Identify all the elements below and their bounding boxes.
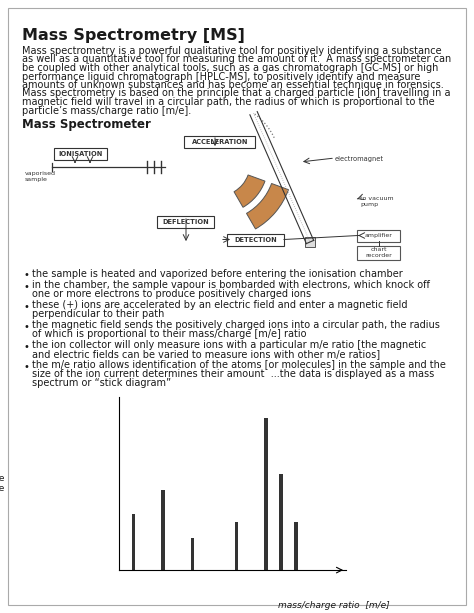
Text: these (+) ions are accelerated by an electric field and enter a magnetic field: these (+) ions are accelerated by an ele… — [32, 300, 408, 311]
Text: relative
abundance: relative abundance — [0, 474, 5, 493]
Text: Mass Spectrometry [MS]: Mass Spectrometry [MS] — [22, 28, 245, 43]
Bar — [294, 522, 298, 570]
Text: electromagnet: electromagnet — [335, 156, 384, 162]
Bar — [279, 474, 283, 570]
Text: •: • — [24, 302, 30, 311]
FancyBboxPatch shape — [184, 135, 255, 148]
Text: Mass spectrometry is based on the principle that a charged particle [ion] travel: Mass spectrometry is based on the princi… — [22, 88, 450, 99]
Text: •: • — [24, 270, 30, 280]
Text: •: • — [24, 281, 30, 292]
Wedge shape — [246, 183, 289, 229]
Text: particle’s mass/charge ratio [m/e].: particle’s mass/charge ratio [m/e]. — [22, 105, 191, 115]
Bar — [264, 418, 268, 570]
Text: •: • — [24, 341, 30, 351]
Text: in the chamber, the sample vapour is bombarded with electrons, which knock off: in the chamber, the sample vapour is bom… — [32, 281, 430, 291]
Text: the sample is heated and vaporized before entering the ionisation chamber: the sample is heated and vaporized befor… — [32, 269, 403, 279]
Text: spectrum or “stick diagram”: spectrum or “stick diagram” — [32, 378, 171, 387]
Text: performance liquid chromatograph [HPLC-MS], to positively identify and measure: performance liquid chromatograph [HPLC-M… — [22, 72, 420, 82]
Text: the ion collector will only measure ions with a particular m/e ratio [the magnet: the ion collector will only measure ions… — [32, 340, 426, 351]
Text: one or more electrons to produce positively charged ions: one or more electrons to produce positiv… — [32, 289, 311, 299]
Text: vaporised
sample: vaporised sample — [25, 171, 56, 182]
Text: the magnetic field sends the positively charged ions into a circular path, the r: the magnetic field sends the positively … — [32, 321, 440, 330]
FancyBboxPatch shape — [357, 229, 401, 242]
Text: chart
recorder: chart recorder — [365, 247, 392, 258]
Text: and electric fields can be varied to measure ions with other m/e ratios]: and electric fields can be varied to mea… — [32, 349, 380, 359]
Bar — [191, 538, 194, 570]
FancyBboxPatch shape — [357, 245, 401, 259]
Text: to vacuum
pump: to vacuum pump — [360, 196, 393, 207]
Wedge shape — [234, 175, 265, 207]
Text: of which is proportional to their mass/charge [m/e] ratio: of which is proportional to their mass/c… — [32, 329, 307, 339]
Text: size of the ion current determines their amount  ...the data is displayed as a m: size of the ion current determines their… — [32, 369, 434, 379]
Bar — [131, 514, 135, 570]
Text: as well as a quantitative tool for measuring the amount of it.  A mass spectrome: as well as a quantitative tool for measu… — [22, 55, 451, 64]
Text: Mass Spectrometer: Mass Spectrometer — [22, 118, 151, 131]
Text: Mass spectrometry is a powerful qualitative tool for positively identifying a su: Mass spectrometry is a powerful qualitat… — [22, 46, 442, 56]
Text: ACCELERATION: ACCELERATION — [192, 139, 248, 145]
Text: DETECTION: DETECTION — [235, 237, 277, 243]
FancyBboxPatch shape — [157, 216, 215, 227]
Text: the m/e ratio allows identification of the atoms [or molecules] in the sample an: the m/e ratio allows identification of t… — [32, 360, 446, 370]
Text: •: • — [24, 321, 30, 332]
FancyBboxPatch shape — [55, 148, 108, 159]
Text: •: • — [24, 362, 30, 371]
FancyBboxPatch shape — [305, 237, 315, 247]
Text: mass/charge ratio  [m/e]: mass/charge ratio [m/e] — [278, 601, 389, 611]
Bar — [161, 490, 164, 570]
Text: amplifier: amplifier — [365, 233, 393, 238]
Bar — [235, 522, 238, 570]
FancyBboxPatch shape — [8, 8, 466, 605]
Text: perpendicular to their path: perpendicular to their path — [32, 309, 164, 319]
Text: amounts of unknown substances and has become an essential technique in forensics: amounts of unknown substances and has be… — [22, 80, 444, 90]
Text: IONISATION: IONISATION — [59, 151, 103, 156]
FancyBboxPatch shape — [228, 234, 284, 245]
Text: be coupled with other analytical tools, such as a gas chromatograph [GC-MS] or h: be coupled with other analytical tools, … — [22, 63, 438, 73]
Text: magnetic field will travel in a circular path, the radius of which is proportion: magnetic field will travel in a circular… — [22, 97, 435, 107]
Text: DEFLECTION: DEFLECTION — [163, 218, 210, 224]
